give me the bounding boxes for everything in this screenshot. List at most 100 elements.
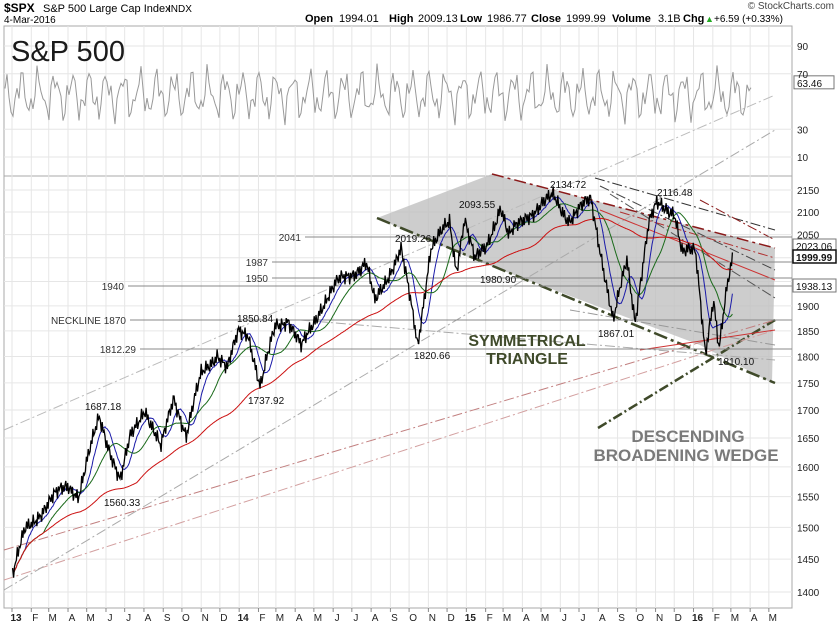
rsi-line [4, 63, 752, 126]
trendline [699, 199, 776, 241]
price-label: 1867.01 [598, 329, 635, 340]
price-label: 2019.26 [395, 234, 432, 245]
time-tick-label: J [353, 613, 358, 624]
trendline [299, 319, 776, 361]
low-label: Low [460, 13, 482, 25]
price-tick-label: 2100 [797, 208, 820, 219]
price-label: 1980.90 [480, 275, 517, 286]
time-tick-label: M [769, 613, 777, 624]
wedge-annotation-line2: BROADENING WEDGE [593, 446, 778, 465]
time-tick-label: A [372, 613, 379, 624]
price-tick-label: 1500 [797, 523, 820, 534]
index-name: S&P 500 Large Cap Index [43, 3, 171, 15]
level-label: 1812.29 [100, 345, 137, 356]
price-label: 2134.72 [550, 180, 587, 191]
time-tick-label: O [636, 613, 644, 624]
value-tag: 1938.13 [796, 282, 833, 293]
time-tick-label: F [714, 613, 720, 624]
time-tick-label: O [409, 613, 417, 624]
red-channel-line [599, 209, 776, 281]
price-series [11, 186, 734, 578]
time-tick-label: J [126, 613, 131, 624]
copyright: © StockCharts.com [748, 1, 834, 12]
price-tick-label: 1600 [797, 463, 820, 474]
ma-fast-line [12, 196, 733, 575]
time-tick-label: M [87, 613, 95, 624]
time-tick-label: S [164, 613, 171, 624]
trendline [3, 319, 776, 551]
price-label: 1820.66 [414, 351, 451, 362]
triangle-annotation-line2: TRIANGLE [486, 351, 568, 368]
ma-slow-line [12, 217, 733, 575]
time-tick-label: 16 [692, 613, 704, 624]
ma-mid-line [12, 203, 733, 575]
rsi-value-tag: 63.46 [797, 79, 822, 90]
value-tag: 1999.99 [796, 253, 833, 264]
level-label: 1950 [246, 274, 269, 285]
rsi-value-tag-box [793, 75, 835, 90]
chg-label: Chg [683, 13, 704, 25]
time-tick-label: 15 [465, 613, 477, 624]
price-tick-label: 1450 [797, 555, 820, 566]
trendline [3, 129, 776, 591]
time-tick-label: D [220, 613, 227, 624]
trendline [594, 177, 776, 231]
time-tick-label: A [751, 613, 758, 624]
time-tick-label: 13 [10, 613, 22, 624]
time-tick-label: M [276, 613, 284, 624]
time-tick-label: J [581, 613, 586, 624]
volume-value: 3.1B [658, 13, 681, 25]
price-tick-label: 1400 [797, 588, 820, 599]
time-tick-label: N [656, 613, 663, 624]
price-tick-label: 1750 [797, 379, 820, 390]
price-labels: 2134.72 2116.48 2093.55 2019.26 1980.90 1867.… [85, 180, 755, 509]
time-tick-label: N [202, 613, 209, 624]
panel-title: S&P 500 [11, 36, 125, 68]
price-label: 1687.18 [85, 402, 122, 413]
price-label: 1560.33 [104, 498, 141, 509]
price-line [11, 186, 734, 578]
time-tick-label: M [49, 613, 57, 624]
rsi-tick-label: 10 [797, 153, 809, 164]
chg-up-icon: ▲ [705, 14, 714, 24]
price-tick-label: 1650 [797, 434, 820, 445]
time-tick-label: A [523, 613, 530, 624]
symbol: $SPX [4, 1, 35, 15]
time-tick-label: F [487, 613, 493, 624]
time-tick-label: J [107, 613, 112, 624]
price-label: 2116.48 [657, 188, 693, 199]
price-label: 1737.92 [248, 396, 285, 407]
chg-value: +6.59 (+0.33%) [714, 14, 783, 25]
price-tick-label: 1700 [797, 406, 820, 417]
time-tick-label: 14 [238, 613, 250, 624]
triangle-annotation-line1: SYMMETRICAL [468, 333, 586, 350]
close-value: 1999.99 [566, 13, 606, 25]
time-tick-label: S [391, 613, 398, 624]
time-tick-label: A [69, 613, 76, 624]
triangle-lower-border [376, 216, 776, 385]
wedge-annotation-line1: DESCENDING [631, 427, 744, 446]
moving-averages [12, 196, 733, 575]
time-tick-label: J [562, 613, 567, 624]
trendline [569, 309, 776, 346]
time-tick-label: A [599, 613, 606, 624]
level-label: NECKLINE 1870 [51, 316, 126, 327]
volume-label: Volume [612, 13, 651, 25]
time-tick-label: D [675, 613, 682, 624]
level-label: 1987 [246, 258, 269, 269]
open-label: Open [305, 13, 333, 25]
rsi-tick-label: 90 [797, 42, 809, 53]
high-value: 2009.13 [418, 13, 458, 25]
level-label: 1940 [102, 282, 125, 293]
time-tick-label: N [429, 613, 436, 624]
low-value: 1986.77 [487, 13, 527, 25]
trendline [597, 318, 776, 430]
price-tick-label: 1900 [797, 302, 820, 313]
trendlines [3, 94, 776, 591]
price-tick-label: 1850 [797, 327, 820, 338]
time-tick-label: D [447, 613, 454, 624]
trendline [619, 211, 776, 259]
trendline [599, 185, 776, 271]
